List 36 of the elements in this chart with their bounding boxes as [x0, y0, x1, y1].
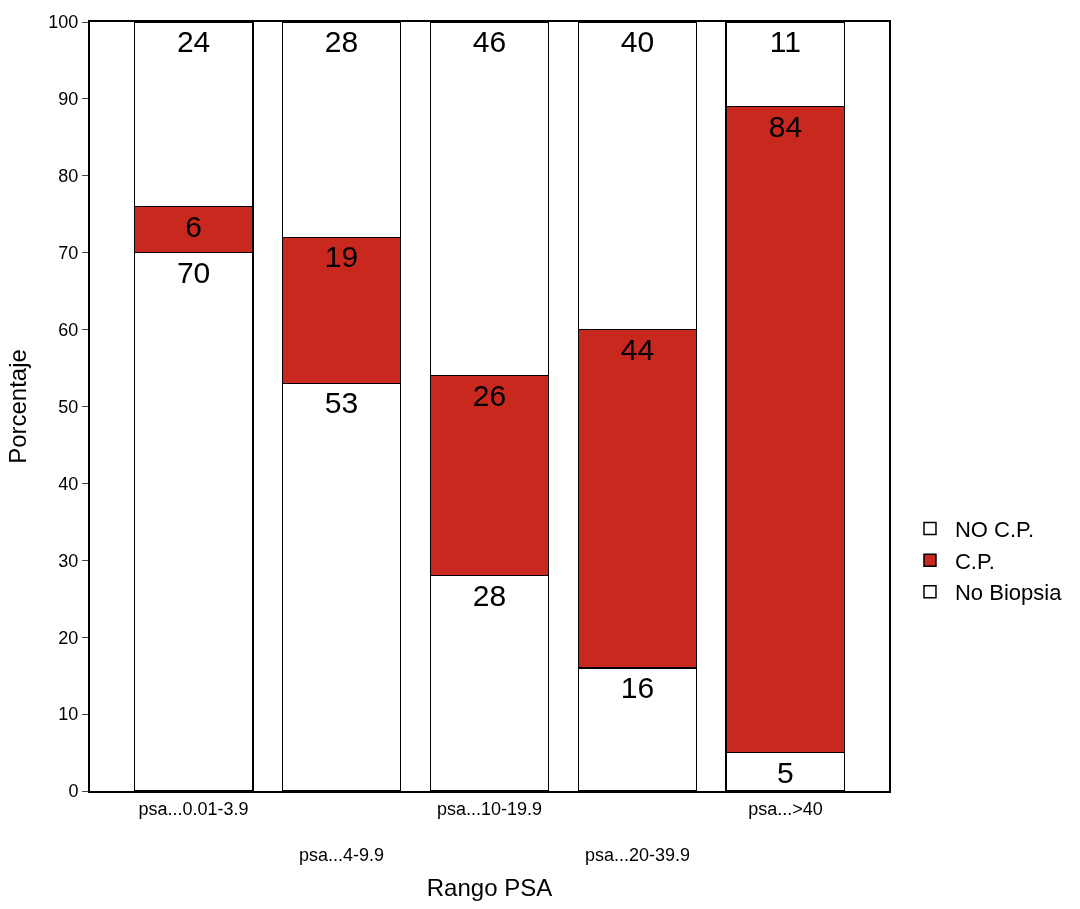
- y-tick-label: 40: [58, 473, 79, 494]
- y-axis-title: Porcentaje: [3, 349, 31, 464]
- data-label: 26: [472, 378, 507, 412]
- x-tick-label: psa...10-19.9: [436, 798, 543, 819]
- y-tick-label: 20: [58, 627, 79, 648]
- data-label: 84: [768, 109, 803, 143]
- data-label: 5: [777, 755, 794, 789]
- data-label: 24: [176, 25, 211, 58]
- x-axis-title: Rango PSA: [426, 874, 553, 902]
- x-tick-label: psa...>40: [748, 798, 823, 819]
- data-label: 6: [185, 209, 202, 243]
- legend-label: NO C.P.: [954, 517, 1035, 543]
- x-tick-label: psa...4-9.9: [299, 845, 385, 866]
- legend-label: No Biopsia: [954, 580, 1063, 606]
- y-tick-label: 80: [58, 166, 79, 187]
- data-label: 70: [176, 255, 211, 289]
- y-tick-label: 50: [58, 396, 79, 417]
- data-label: 44: [620, 332, 655, 366]
- y-tick-label: 60: [58, 319, 79, 340]
- data-label: 28: [472, 578, 507, 612]
- legend-label: C.P.: [954, 548, 995, 574]
- data-label: 16: [620, 670, 655, 704]
- data-label: 11: [769, 25, 801, 58]
- data-label: 28: [324, 25, 359, 58]
- y-tick-label: 30: [58, 550, 79, 571]
- x-tick-label: psa...0.01-3.9: [138, 798, 249, 819]
- data-label: 46: [472, 25, 507, 58]
- y-tick-label: 0: [68, 781, 79, 802]
- y-tick-label: 90: [58, 89, 79, 110]
- y-tick-label: 70: [58, 243, 79, 263]
- x-tick-label: psa...20-39.9: [584, 845, 690, 866]
- y-tick-label: 10: [58, 704, 79, 725]
- data-label: 53: [324, 386, 359, 420]
- y-tick-label: 100: [48, 12, 79, 33]
- data-label: 40: [620, 25, 655, 58]
- data-label: 19: [324, 240, 359, 274]
